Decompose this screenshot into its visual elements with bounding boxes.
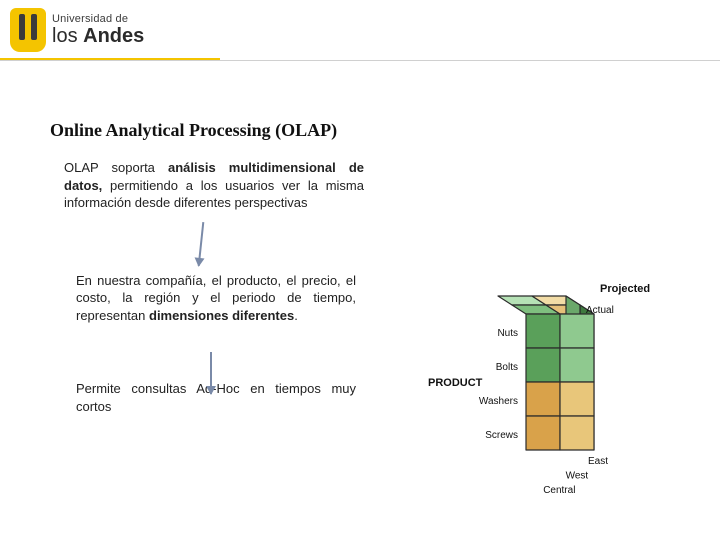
logo: Universidad de los Andes <box>10 8 144 52</box>
tick-label-actual: Actual <box>586 305 614 316</box>
p1-post: permitiendo a los usuarios ver la misma … <box>64 178 364 211</box>
header: Universidad de los Andes <box>0 0 720 52</box>
tick-label-product: Nuts <box>497 328 518 339</box>
tick-label-product: Washers <box>479 396 518 407</box>
tick-label-region: Central <box>543 485 575 496</box>
arrow-icon <box>198 222 205 266</box>
p2-bold: dimensiones diferentes <box>149 308 294 323</box>
axis-label-product: PRODUCT <box>428 377 483 389</box>
header-divider <box>0 60 720 61</box>
logo-line2-light: los <box>52 25 83 47</box>
logo-icon <box>10 8 46 52</box>
logo-line1: Universidad de <box>52 13 144 25</box>
paragraph-1: OLAP soporta análisis multidimensional d… <box>64 159 364 212</box>
tick-label-product: Bolts <box>496 362 518 373</box>
logo-line2-bold: Andes <box>83 25 144 47</box>
logo-line2: los Andes <box>52 25 144 48</box>
page-title: Online Analytical Processing (OLAP) <box>50 120 690 141</box>
paragraph-3: Permite consultas Ad-Hoc en tiempos muy … <box>76 380 356 415</box>
tick-label-region: West <box>566 470 589 481</box>
olap-cube-diagram: PRODUCT Nuts Bolts Washers Screws East West Cen… <box>420 250 680 510</box>
logo-text: Universidad de los Andes <box>52 13 144 48</box>
tick-label-product: Screws <box>485 430 518 441</box>
p1-pre: OLAP soporta <box>64 160 168 175</box>
paragraph-2: En nuestra compañía, el producto, el pre… <box>76 272 356 325</box>
tick-label-region: East <box>588 456 608 467</box>
p2-post: . <box>294 308 298 323</box>
tick-label-projected: Projected <box>600 283 650 295</box>
content: Online Analytical Processing (OLAP) OLAP… <box>50 120 690 520</box>
arrow-icon <box>210 352 212 394</box>
